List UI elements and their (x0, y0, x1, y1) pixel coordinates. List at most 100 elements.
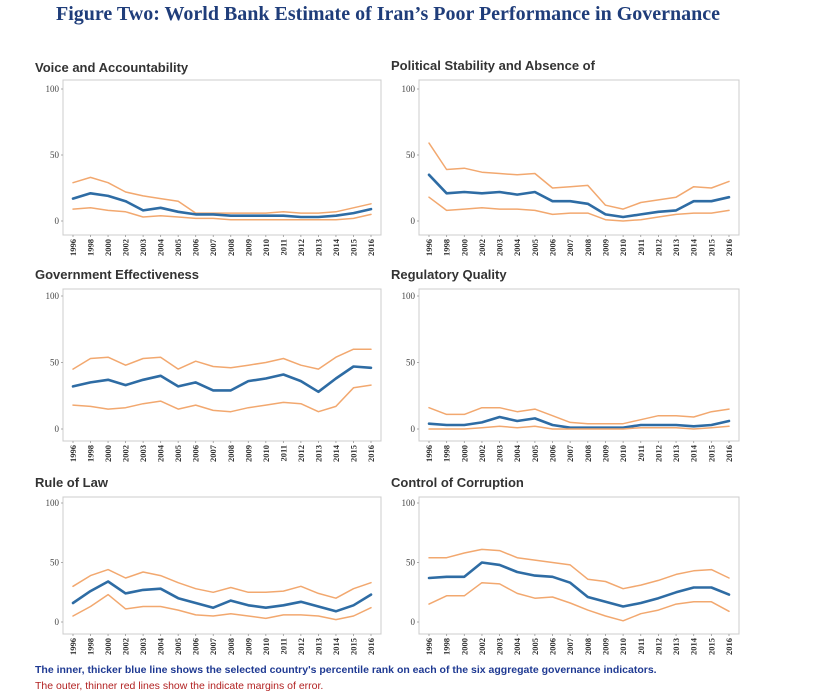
x-tick-label: 2015 (348, 239, 358, 256)
x-tick-label: 2010 (261, 638, 271, 655)
x-tick-label: 2010 (261, 445, 271, 462)
x-tick-label: 2016 (366, 638, 376, 655)
x-tick-label: 2005 (530, 239, 540, 256)
x-tick-label: 2006 (191, 638, 201, 655)
x-tick-label: 2012 (653, 445, 663, 462)
y-tick-label: 50 (50, 358, 60, 368)
x-tick-label: 1996 (68, 638, 78, 655)
x-tick-label: 2002 (121, 445, 131, 462)
x-tick-label: 2016 (366, 239, 376, 256)
x-tick-label: 2006 (548, 239, 558, 256)
estimate-line (71, 365, 373, 394)
x-tick-label: 2007 (565, 238, 575, 256)
x-tick-label: 2008 (583, 239, 593, 256)
x-tick-label: 2010 (618, 445, 628, 462)
x-tick-label: 2012 (296, 239, 306, 256)
x-tick-label: 2002 (121, 239, 131, 256)
x-tick-label: 2007 (565, 637, 575, 655)
x-tick-label: 2010 (261, 239, 271, 256)
plot-frame (62, 79, 382, 236)
x-tick-label: 2016 (724, 445, 734, 462)
x-tick-label: 2006 (548, 638, 558, 655)
y-tick-label: 0 (411, 617, 416, 627)
x-tick-label: 2011 (636, 638, 646, 655)
x-tick-label: 2015 (706, 239, 716, 256)
x-tick-label: 2007 (208, 444, 218, 462)
y-tick-label: 100 (402, 291, 416, 301)
upper-margin-line (72, 348, 372, 370)
x-tick-label: 1996 (68, 445, 78, 462)
x-tick-label: 2003 (495, 638, 505, 655)
chart-title: Political Stability and Absence of (391, 58, 596, 73)
x-tick-label: 2004 (156, 238, 166, 256)
x-tick-label: 2008 (583, 445, 593, 462)
x-tick-label: 2014 (331, 238, 341, 256)
x-tick-label: 2004 (156, 444, 166, 462)
x-tick-label: 1996 (424, 445, 434, 462)
x-tick-label: 2005 (173, 445, 183, 462)
x-tick-label: 2005 (173, 638, 183, 655)
lower-margin-line (428, 425, 730, 430)
y-tick-label: 0 (411, 216, 416, 226)
x-tick-label: 1998 (442, 445, 452, 462)
x-tick-label: 2006 (548, 445, 558, 462)
chart-title: Control of Corruption (391, 475, 524, 490)
x-tick-label: 2008 (226, 239, 236, 256)
y-tick-label: 0 (411, 424, 416, 434)
chart-panel-3: Government Effectiveness 0 50 100 1996 1998 20… (35, 267, 382, 462)
y-tick-label: 100 (46, 84, 60, 94)
chart-panel-2: Political Stability and Absence of 0 50 100… (391, 58, 740, 256)
upper-margin-line (72, 176, 372, 214)
x-tick-label: 2009 (600, 239, 610, 256)
y-tick-label: 0 (55, 617, 60, 627)
x-tick-label: 2002 (477, 239, 487, 256)
x-tick-label: 2013 (671, 445, 681, 462)
x-tick-label: 2009 (600, 638, 610, 655)
x-tick-label: 2014 (689, 637, 699, 655)
x-tick-label: 2006 (191, 239, 201, 256)
x-tick-label: 2003 (495, 239, 505, 256)
estimate-line (427, 415, 731, 430)
x-tick-label: 2002 (121, 638, 131, 655)
lower-margin-line (428, 581, 730, 622)
y-tick-label: 100 (402, 498, 416, 508)
estimate-line (71, 580, 373, 613)
x-tick-label: 2016 (366, 445, 376, 462)
x-tick-label: 2012 (653, 239, 663, 256)
x-tick-label: 2002 (477, 445, 487, 462)
x-tick-label: 2000 (459, 239, 469, 256)
estimate-line (71, 192, 373, 219)
chart-title: Voice and Accountability (35, 60, 189, 75)
x-tick-label: 2003 (138, 445, 148, 462)
x-tick-label: 2013 (671, 239, 681, 256)
x-tick-label: 1996 (68, 239, 78, 256)
x-tick-label: 2009 (600, 445, 610, 462)
y-tick-label: 50 (50, 558, 60, 568)
chart-title: Government Effectiveness (35, 267, 199, 282)
x-tick-label: 2011 (278, 638, 288, 655)
estimate-line (427, 561, 731, 608)
x-tick-label: 2009 (243, 239, 253, 256)
lower-margin-line (428, 196, 730, 222)
x-tick-label: 2013 (313, 239, 323, 256)
x-tick-label: 2014 (689, 238, 699, 256)
plot-frame (418, 79, 740, 236)
x-tick-label: 2000 (103, 445, 113, 462)
x-tick-label: 1998 (86, 445, 96, 462)
x-tick-label: 2010 (618, 638, 628, 655)
figure-title: Figure Two: World Bank Estimate of Iran’… (55, 3, 720, 25)
plot-frame (62, 496, 382, 635)
x-tick-label: 1998 (442, 638, 452, 655)
x-tick-label: 2004 (512, 238, 522, 256)
x-tick-label: 2002 (477, 638, 487, 655)
x-tick-label: 1998 (86, 239, 96, 256)
x-tick-label: 1998 (86, 638, 96, 655)
x-tick-label: 2004 (156, 637, 166, 655)
x-tick-label: 2000 (103, 239, 113, 256)
x-tick-label: 2000 (459, 445, 469, 462)
x-tick-label: 2012 (296, 445, 306, 462)
plot-frame (418, 288, 740, 442)
upper-margin-line (72, 568, 372, 599)
y-tick-label: 50 (406, 558, 416, 568)
x-tick-label: 1998 (442, 239, 452, 256)
